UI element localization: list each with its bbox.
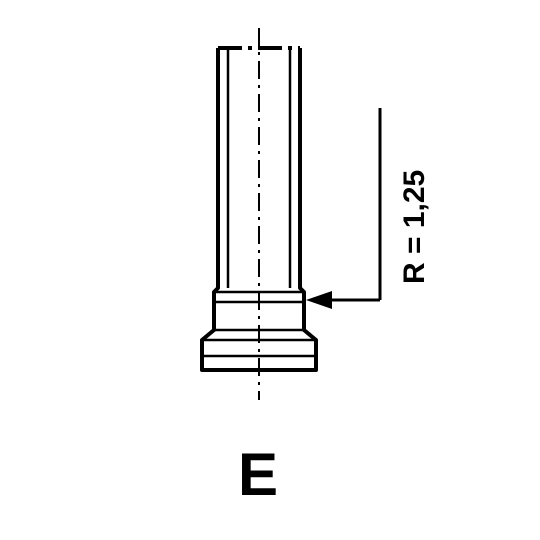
radius-callout-label: R = 1,25 [398,170,432,284]
diagram-canvas: R = 1,25 E [0,0,540,540]
letter-e-label: E [238,440,278,509]
